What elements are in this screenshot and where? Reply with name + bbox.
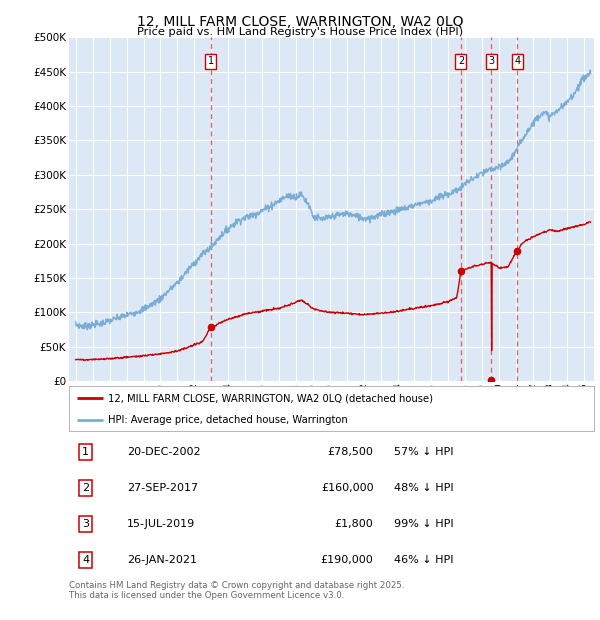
Text: 4: 4 (82, 555, 89, 565)
Text: £160,000: £160,000 (321, 483, 373, 493)
Text: 2: 2 (82, 483, 89, 493)
Text: £78,500: £78,500 (328, 447, 373, 457)
Text: 12, MILL FARM CLOSE, WARRINGTON, WA2 0LQ (detached house): 12, MILL FARM CLOSE, WARRINGTON, WA2 0LQ… (109, 393, 433, 404)
Text: 46% ↓ HPI: 46% ↓ HPI (395, 555, 454, 565)
Text: £190,000: £190,000 (321, 555, 373, 565)
Text: 27-SEP-2017: 27-SEP-2017 (127, 483, 198, 493)
Text: Price paid vs. HM Land Registry's House Price Index (HPI): Price paid vs. HM Land Registry's House … (137, 27, 463, 37)
Text: 3: 3 (488, 56, 494, 66)
Text: 26-JAN-2021: 26-JAN-2021 (127, 555, 197, 565)
Text: 1: 1 (208, 56, 214, 66)
Text: 20-DEC-2002: 20-DEC-2002 (127, 447, 200, 457)
Text: 4: 4 (514, 56, 520, 66)
Text: HPI: Average price, detached house, Warrington: HPI: Average price, detached house, Warr… (109, 415, 348, 425)
Text: 48% ↓ HPI: 48% ↓ HPI (395, 483, 454, 493)
Text: 99% ↓ HPI: 99% ↓ HPI (395, 519, 454, 529)
Text: Contains HM Land Registry data © Crown copyright and database right 2025.
This d: Contains HM Land Registry data © Crown c… (69, 581, 404, 600)
Text: £1,800: £1,800 (335, 519, 373, 529)
Text: 2: 2 (458, 56, 464, 66)
Text: 15-JUL-2019: 15-JUL-2019 (127, 519, 195, 529)
Text: 1: 1 (82, 447, 89, 457)
Text: 12, MILL FARM CLOSE, WARRINGTON, WA2 0LQ: 12, MILL FARM CLOSE, WARRINGTON, WA2 0LQ (137, 16, 463, 30)
Text: 3: 3 (82, 519, 89, 529)
Text: 57% ↓ HPI: 57% ↓ HPI (395, 447, 454, 457)
